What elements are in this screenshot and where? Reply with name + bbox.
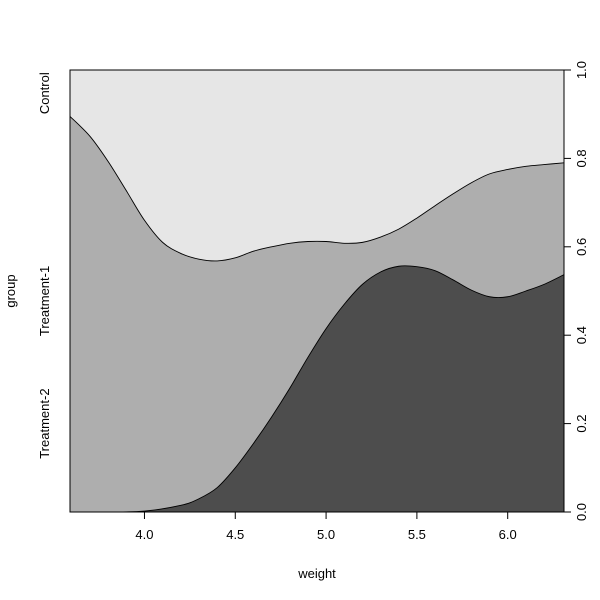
boundary-line-treatment-1 bbox=[69, 116, 565, 262]
area-treatment-2 bbox=[70, 265, 564, 513]
y-axis-label: group bbox=[3, 274, 18, 307]
y-axis-right: 0.0 0.2 0.4 0.6 0.8 1.0 bbox=[563, 61, 589, 521]
boundary-line-treatment-2 bbox=[69, 265, 565, 513]
y-tick-label: 0.2 bbox=[574, 415, 589, 433]
x-tick-label: 4.0 bbox=[135, 527, 153, 542]
x-tick-label: 5.0 bbox=[317, 527, 335, 542]
y-tick-label: 0.8 bbox=[574, 149, 589, 167]
y-tick-label: 0.6 bbox=[574, 238, 589, 256]
x-tick-label: 6.0 bbox=[499, 527, 517, 542]
stacked-areas bbox=[70, 70, 564, 513]
y-tick-label: 0.0 bbox=[574, 503, 589, 521]
x-tick-label: 4.5 bbox=[226, 527, 244, 542]
y-tick-label: 1.0 bbox=[574, 61, 589, 79]
x-axis: 4.0 4.5 5.0 5.5 6.0 bbox=[135, 511, 517, 542]
group-labels: Control Treatment-1 Treatment-2 bbox=[37, 72, 52, 459]
group-label-treatment-2: Treatment-2 bbox=[37, 388, 52, 458]
boundary-lines bbox=[69, 116, 565, 513]
group-label-treatment-1: Treatment-1 bbox=[37, 266, 52, 336]
x-tick-label: 5.5 bbox=[408, 527, 426, 542]
x-axis-label: weight bbox=[297, 566, 336, 581]
y-tick-label: 0.4 bbox=[574, 326, 589, 344]
group-label-control: Control bbox=[37, 72, 52, 114]
